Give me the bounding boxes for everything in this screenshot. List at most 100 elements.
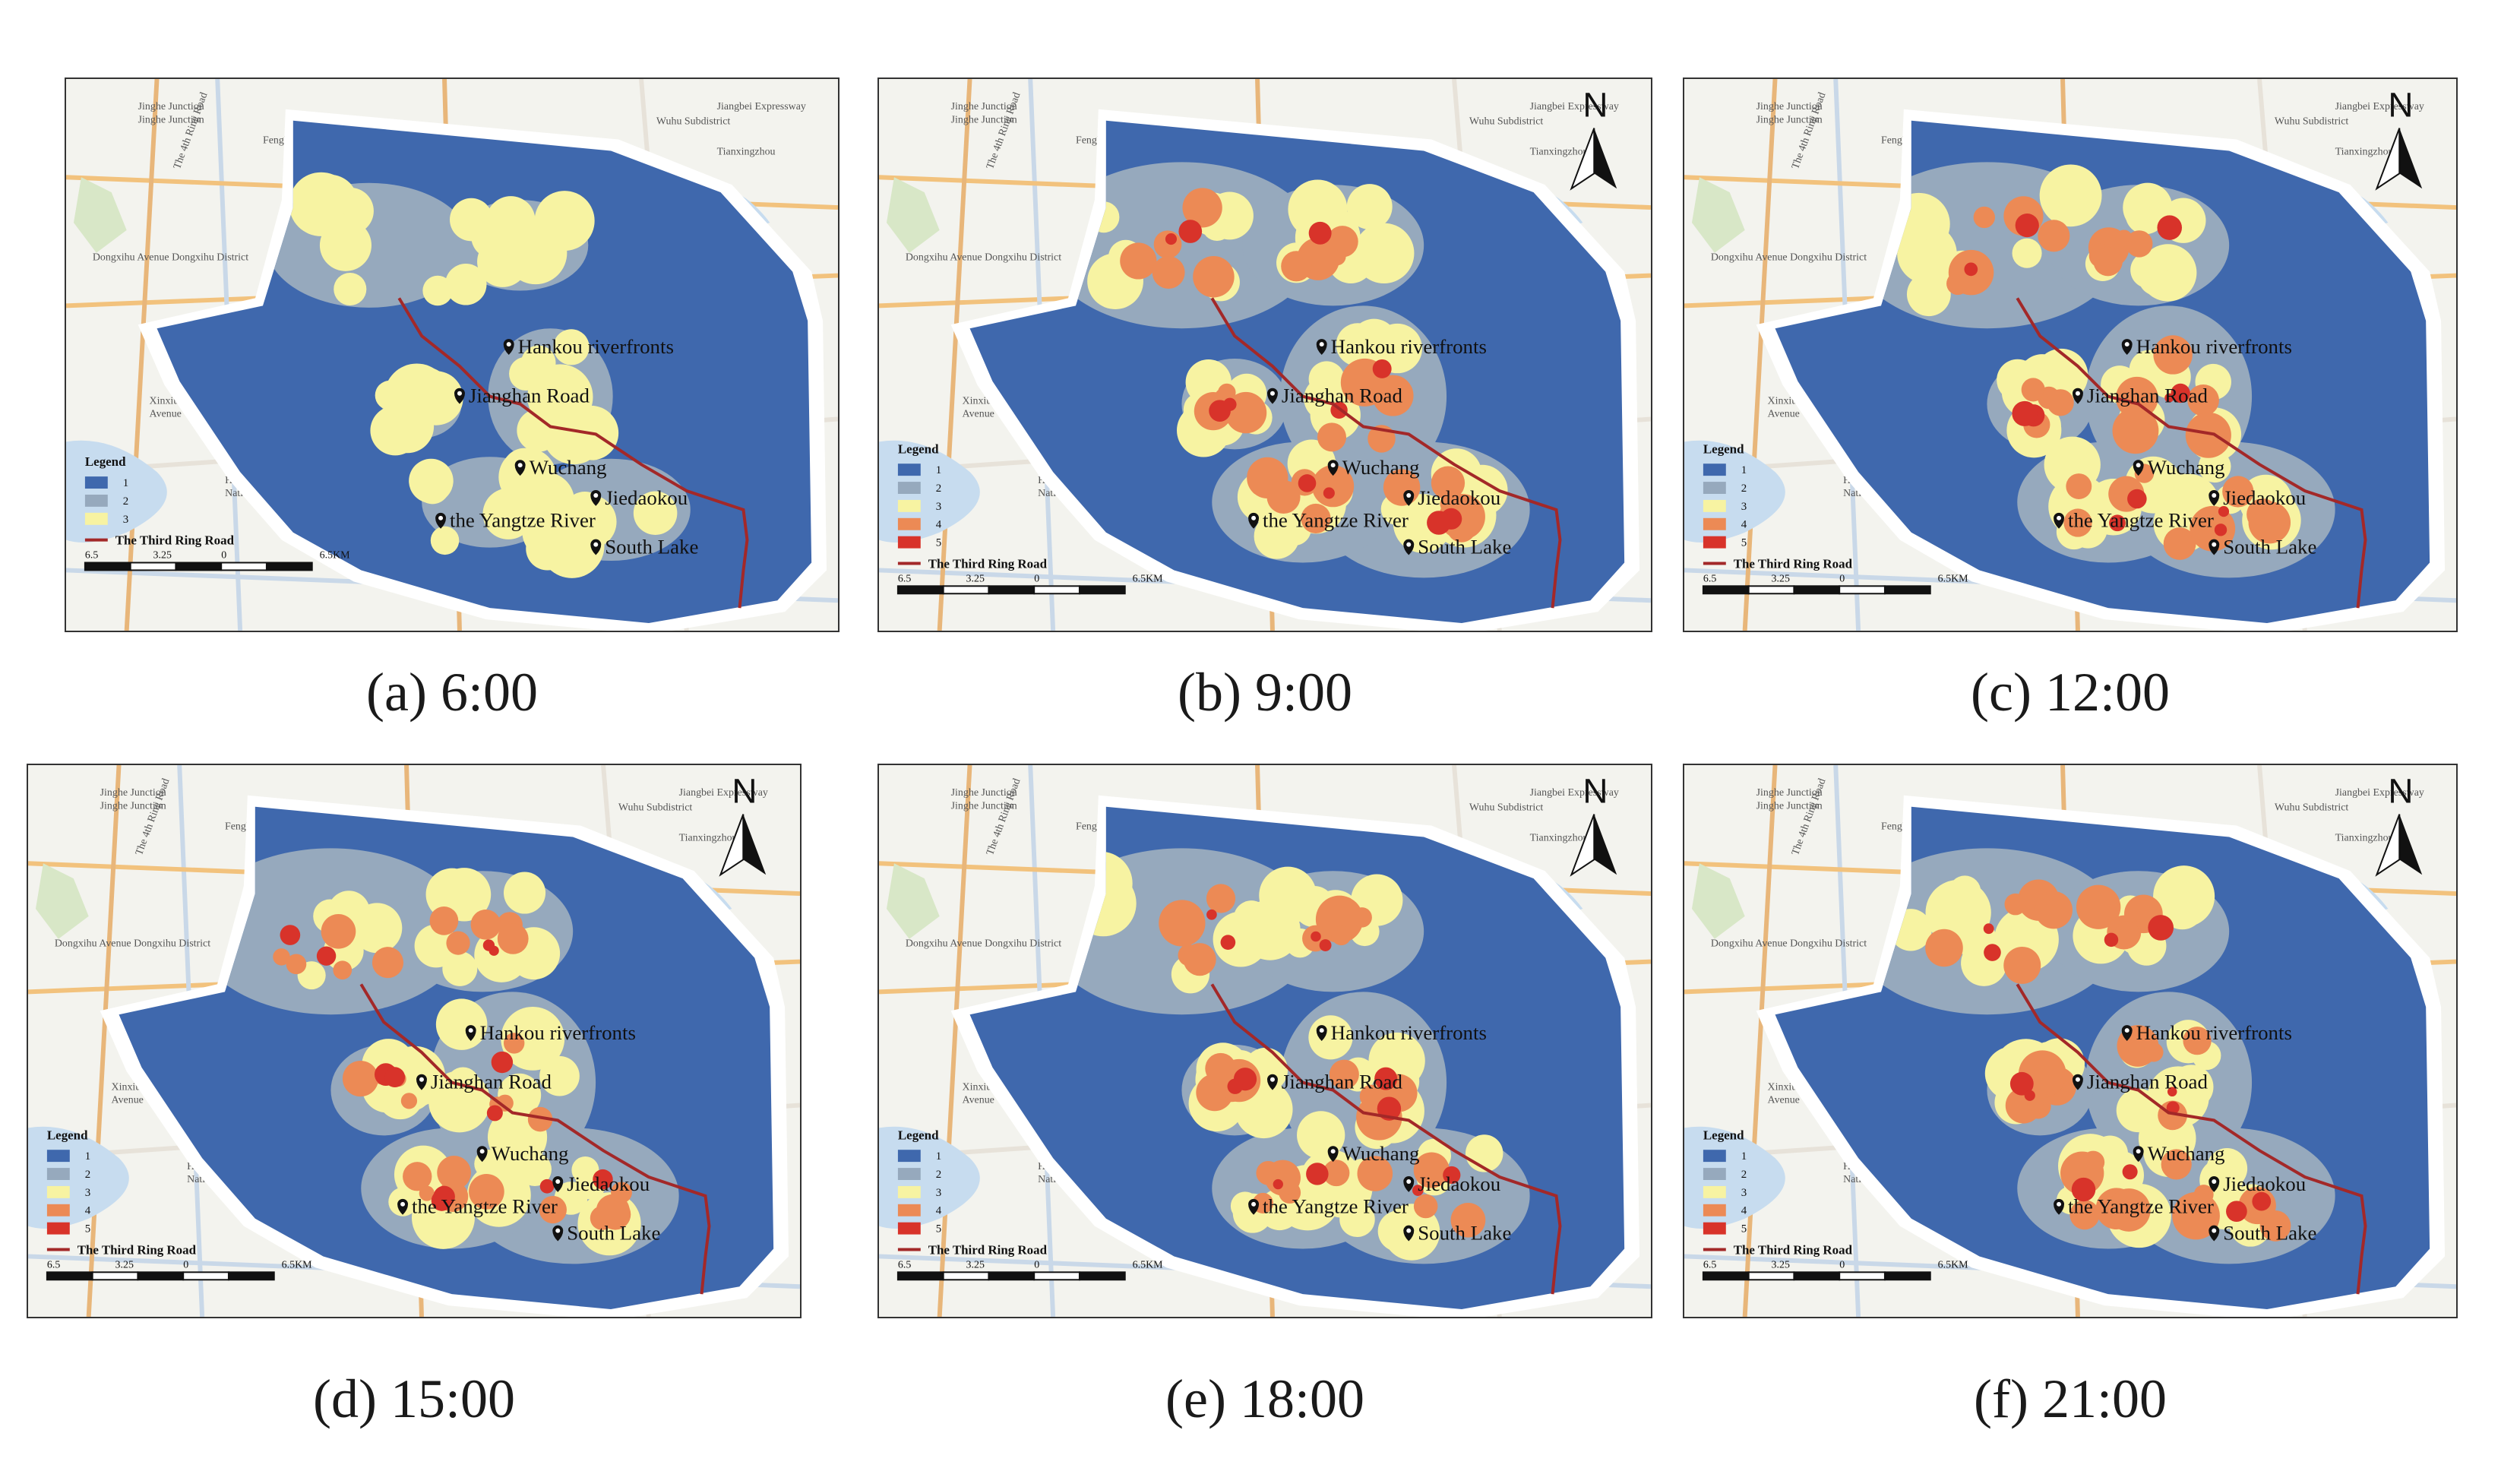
legend-swatch-1	[897, 463, 921, 476]
legend-swatch-3	[1703, 499, 1726, 512]
cluster-class-3	[504, 221, 568, 285]
scale-bar-segment	[227, 1271, 275, 1281]
legend-swatch-4	[897, 1204, 921, 1216]
scale-label: 6.5	[898, 573, 911, 584]
scale-label: 0	[1839, 573, 1845, 584]
legend-swatch-1	[1703, 1150, 1726, 1163]
location-pin-icon-dot	[1406, 1228, 1412, 1233]
legend: Legend 1 2 3 4 5 The Third Ring Road	[897, 441, 1048, 571]
cluster-class-3	[517, 1152, 552, 1187]
scale-bar-segment	[896, 1271, 944, 1281]
cluster-class-4	[2047, 389, 2074, 416]
legend: Legend 1 2 3 The Third Ring Road	[84, 454, 235, 548]
scale-label: 0	[183, 1259, 188, 1270]
location-pin-icon-dot	[1269, 1077, 1275, 1082]
cluster-class-4	[1352, 907, 1372, 928]
north-arrow-half-light	[2375, 814, 2401, 877]
cluster-class-4	[2112, 407, 2159, 454]
basemap-label: Jiangbei Expressway	[679, 787, 768, 799]
cluster-class-4	[2190, 505, 2236, 552]
place-label-jianghan: Jianghan Road	[1282, 1071, 1403, 1093]
place-label-yangtze: the Yangtze River	[1263, 1195, 1409, 1218]
cluster-class-4	[403, 1162, 432, 1191]
location-pin-icon	[590, 539, 602, 555]
place-label-hankou: Hankou riverfronts	[1331, 1021, 1487, 1044]
north-arrow-icon: N	[719, 772, 767, 877]
cluster-class-3	[1288, 179, 1348, 239]
cluster-class-4	[419, 1185, 435, 1201]
scale-label: 6.5	[898, 1259, 911, 1270]
cluster-class-4	[1317, 422, 1347, 452]
legend-swatch-5	[1703, 536, 1726, 549]
cluster-class-4	[1331, 925, 1352, 946]
north-arrow-half-dark	[743, 814, 767, 875]
heat-clusters	[1045, 162, 1530, 578]
legend-class-label: 3	[1741, 501, 1747, 513]
place-label-jiedaokou: Jiedaokou	[605, 486, 688, 509]
cluster-class-5	[1427, 511, 1451, 535]
location-pin-icon	[2209, 539, 2220, 555]
scale-bar-segment	[1033, 1271, 1080, 1281]
cluster-class-4	[539, 1195, 567, 1224]
basemap-label: Jiangbei Expressway	[717, 101, 806, 112]
place-label-jiedaokou: Jiedaokou	[1418, 486, 1500, 509]
scale-label: 3.25	[153, 550, 172, 562]
cluster-class-3	[1346, 184, 1393, 229]
legend-class-label: 3	[85, 1187, 90, 1199]
cluster-class-3	[553, 329, 590, 365]
north-arrow-half-light	[2375, 128, 2401, 191]
location-pin-icon-dot	[506, 342, 511, 347]
cluster-class-3	[334, 272, 367, 305]
legend-swatch-5	[1703, 1222, 1726, 1235]
location-pin-icon	[416, 1074, 427, 1090]
cluster-class-5	[2226, 1201, 2247, 1223]
scale-label: 6.5KM	[1938, 573, 1968, 584]
place-label-hankou: Hankou riverfronts	[2136, 1021, 2292, 1044]
legend-swatch-2	[1703, 482, 1726, 494]
scale-bar-segment	[46, 1271, 93, 1281]
cluster-class-5	[1311, 931, 1321, 942]
cluster-class-3	[1254, 513, 1300, 559]
cluster-class-4	[437, 1156, 471, 1190]
cluster-class-3	[435, 998, 488, 1050]
place-label-hankou: Hankou riverfronts	[1331, 335, 1487, 358]
cluster-class-5	[1165, 233, 1178, 245]
scale-bar-segment	[1747, 585, 1795, 595]
study-region-class-1	[157, 120, 812, 624]
scale-bar-segment	[942, 1271, 990, 1281]
basemap-label: Dongxihu Avenue Dongxihu District	[55, 938, 210, 950]
location-pin-icon	[1403, 539, 1415, 555]
cluster-class-4	[2063, 508, 2092, 537]
location-pin-icon	[2054, 1198, 2065, 1215]
cluster-class-4	[1413, 1194, 1438, 1219]
scale-label: 0	[221, 550, 226, 562]
scale-bar-segment	[988, 585, 1036, 595]
cluster-class-3	[2198, 450, 2231, 483]
location-pin-icon	[1327, 460, 1339, 476]
location-pin-icon-dot	[468, 1028, 473, 1033]
legend-class-label: 2	[936, 1169, 941, 1181]
place-label-wuchang: Wuchang	[1342, 456, 1420, 479]
legend-swatch-3	[1703, 1185, 1726, 1198]
cluster-class-5	[2164, 393, 2174, 403]
basemap-label: Tianxingzhou	[2335, 146, 2394, 157]
cluster-class-4	[503, 1033, 525, 1054]
legend-class-label: 3	[936, 501, 941, 513]
location-pin-icon	[435, 512, 447, 529]
scale-bar-segment	[265, 562, 313, 571]
cluster-class-5	[2167, 1087, 2177, 1097]
location-pin-icon-dot	[2212, 492, 2217, 498]
third-ring-road-line	[2016, 983, 2367, 1295]
basemap-label: Tianxingzhou	[679, 832, 738, 843]
cluster-class-5	[2071, 1177, 2096, 1202]
scale-label: 6.5	[1703, 1259, 1716, 1270]
legend-swatch-1	[1703, 463, 1726, 476]
location-pin-icon	[2072, 1074, 2083, 1090]
third-ring-road-line	[2016, 297, 2367, 609]
cluster-class-3	[555, 536, 588, 568]
cluster-class-4	[2093, 247, 2123, 277]
cluster-class-3	[446, 1067, 479, 1100]
location-pin-icon-dot	[1269, 391, 1275, 396]
